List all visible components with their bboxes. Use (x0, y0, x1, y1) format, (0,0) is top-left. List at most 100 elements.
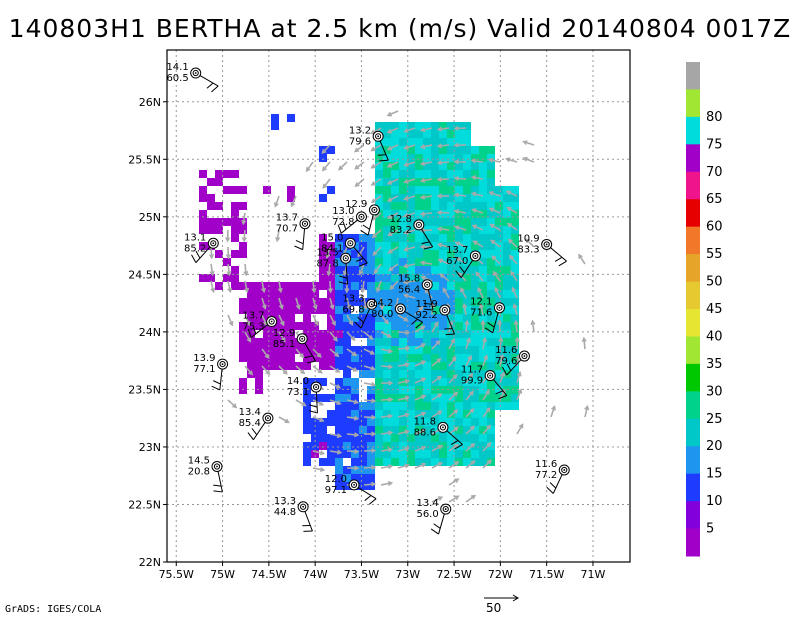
wind-barb-flag (355, 257, 364, 262)
wind-vector-head (405, 345, 411, 351)
field-cell (407, 330, 415, 338)
wind-vector-head (404, 412, 411, 418)
station-dot (545, 243, 548, 246)
field-cell (351, 298, 359, 306)
field-cell (471, 226, 479, 234)
station-marker: 13.977.1 (193, 353, 229, 391)
station-dot (523, 355, 526, 357)
field-cell (199, 242, 207, 250)
wind-barb-flag (213, 484, 222, 487)
station-top-value: 12.8 (390, 214, 412, 225)
wind-vector-head (470, 191, 477, 197)
field-cell (343, 410, 351, 418)
station-marker: 11.677.2 (535, 459, 570, 494)
station-ring-inner (442, 505, 449, 513)
wind-vector-head (305, 166, 311, 173)
field-cell (407, 402, 415, 410)
field-cell (447, 122, 455, 130)
field-cell (327, 306, 335, 314)
field-cell (455, 130, 463, 138)
wind-vector (472, 192, 484, 197)
field-cell (471, 370, 479, 378)
field-cell (383, 370, 391, 378)
field-cell (295, 346, 303, 354)
field-cell (415, 426, 423, 434)
wind-vector-head (419, 260, 426, 266)
field-cell (279, 338, 287, 346)
field-cell (335, 282, 343, 290)
field-cell (495, 210, 503, 218)
wind-vector-head (506, 222, 513, 228)
field-cell (407, 186, 415, 194)
wind-vector-head (370, 146, 376, 152)
wind-vector-head (319, 417, 325, 423)
wind-vector-head (404, 429, 411, 435)
field-cell (463, 130, 471, 138)
field-cell (287, 114, 295, 122)
wind-vector (448, 495, 459, 503)
field-cell (415, 410, 423, 418)
wind-vector-head (511, 286, 517, 292)
field-cell (487, 274, 495, 282)
field-cell (439, 274, 447, 282)
field-cell (479, 338, 487, 346)
field-cell (367, 386, 375, 394)
field-cell (447, 298, 455, 306)
wind-vector (397, 413, 409, 418)
wind-vector-head (472, 240, 478, 246)
field-cell (423, 378, 431, 386)
wind-vector-head (280, 337, 286, 343)
wind-barb-flag (484, 327, 493, 334)
field-cell (479, 162, 487, 170)
wind-vector-head (264, 353, 270, 360)
field-cell (415, 274, 423, 282)
wind-vector (515, 320, 518, 333)
wind-vector-head (454, 225, 460, 231)
wind-vector-head (358, 270, 364, 276)
field-cell (463, 370, 471, 378)
wind-barb-flag (211, 85, 219, 93)
field-cell (255, 298, 263, 306)
wind-vector (584, 406, 589, 418)
station-dot (302, 505, 305, 508)
field-cell (319, 354, 327, 362)
field-cell (495, 234, 503, 242)
wind-vector-head (522, 140, 528, 146)
field-cell (463, 274, 471, 282)
wind-vector (374, 263, 382, 274)
wind-vector-head (314, 320, 319, 327)
colorbar-swatch (686, 309, 700, 337)
wind-vector (414, 343, 426, 350)
wind-vector (506, 190, 518, 197)
wind-vector-head (371, 464, 377, 470)
field-cell (239, 226, 247, 234)
field-cell (415, 442, 423, 450)
wind-vector-head (208, 254, 215, 260)
colorbar-label: 40 (706, 329, 723, 344)
wind-vector (380, 448, 392, 452)
field-cell (487, 242, 495, 250)
field-cell (431, 426, 439, 434)
field-cell (471, 218, 479, 226)
field-cell (335, 466, 343, 474)
field-cell (463, 250, 471, 258)
field-cell (247, 322, 255, 330)
station-marker: 13.344.8 (274, 496, 313, 532)
field-cell (351, 362, 359, 370)
field-cell (439, 442, 447, 450)
field-cell (303, 442, 311, 450)
station-bottom-value: 85.4 (239, 418, 261, 429)
wind-barb-flag (377, 154, 386, 156)
wind-vector (465, 338, 471, 350)
field-cell (335, 266, 343, 274)
station-top-value: 13.9 (193, 353, 215, 364)
field-cell (423, 386, 431, 394)
wind-vector-head (370, 381, 377, 387)
field-cell (407, 138, 415, 146)
station-dot (270, 320, 273, 323)
wind-vector (276, 229, 280, 241)
field-cell (367, 434, 375, 442)
field-cell (407, 458, 415, 466)
lat-tick-label: 22.5N (128, 498, 161, 511)
field-cell (367, 346, 375, 354)
